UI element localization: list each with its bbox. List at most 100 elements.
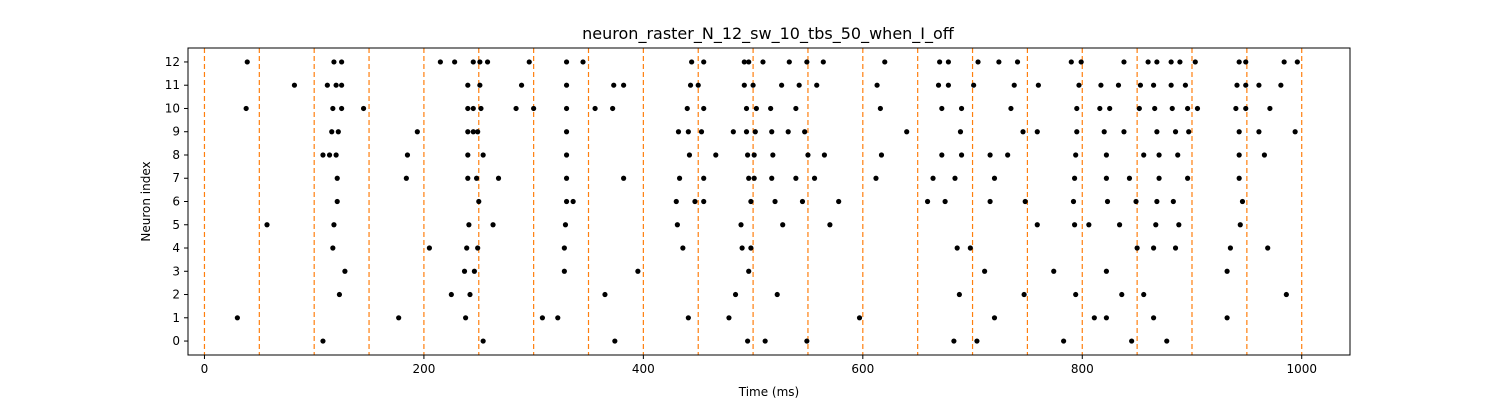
spike-point xyxy=(1156,175,1162,181)
x-axis-title: Time (ms) xyxy=(738,385,800,399)
spike-point xyxy=(689,59,695,65)
spike-point xyxy=(342,268,348,274)
spike-point xyxy=(477,59,483,65)
spike-point xyxy=(1256,129,1262,135)
spike-point xyxy=(1071,175,1078,181)
spike-point xyxy=(748,245,754,251)
spike-point xyxy=(473,175,480,181)
y-tick-label: 4 xyxy=(172,241,180,255)
spike-point xyxy=(1177,59,1183,65)
spike-point xyxy=(836,198,842,205)
spike-point xyxy=(769,175,775,181)
spike-point xyxy=(774,291,780,298)
spike-point xyxy=(1237,222,1243,228)
y-tick-label: 8 xyxy=(172,148,180,162)
spike-point xyxy=(760,59,766,65)
spike-point xyxy=(465,82,471,88)
spike-point xyxy=(939,152,945,158)
spike-point xyxy=(490,222,496,228)
spike-point xyxy=(334,175,340,181)
spike-point xyxy=(746,59,752,65)
spike-point xyxy=(1074,129,1080,135)
spike-point xyxy=(1078,59,1084,65)
spike-point xyxy=(470,105,476,112)
spike-point xyxy=(1168,82,1174,88)
spike-point xyxy=(971,82,977,88)
spike-point xyxy=(1034,129,1040,135)
spike-point xyxy=(768,105,774,112)
spike-point xyxy=(329,129,335,135)
spike-point xyxy=(1185,105,1191,112)
spike-point xyxy=(470,129,476,135)
y-tick-label: 1 xyxy=(172,311,180,325)
spike-point xyxy=(1103,268,1110,274)
spike-point xyxy=(466,222,472,228)
spike-point xyxy=(621,175,627,181)
x-tick-label: 800 xyxy=(1071,362,1094,376)
spike-point xyxy=(939,105,945,112)
spike-point xyxy=(570,198,576,205)
spike-point xyxy=(461,268,468,274)
spike-point xyxy=(1175,152,1181,158)
spike-point xyxy=(770,152,776,158)
spike-point xyxy=(698,129,705,135)
spike-point xyxy=(1192,59,1198,65)
spike-point xyxy=(1278,82,1284,88)
spike-point xyxy=(827,222,833,228)
spike-point xyxy=(874,82,880,88)
spike-point xyxy=(877,105,883,112)
y-tick-label: 3 xyxy=(172,264,180,278)
spike-point xyxy=(404,152,411,158)
spike-point xyxy=(1176,222,1182,228)
spike-point xyxy=(680,245,686,251)
spike-point xyxy=(333,82,339,88)
spike-point xyxy=(1073,291,1079,298)
spike-point xyxy=(692,198,698,205)
spike-point xyxy=(687,82,694,88)
spike-point xyxy=(796,82,802,88)
spike-point xyxy=(882,59,888,65)
spike-point xyxy=(1074,105,1080,112)
spike-point xyxy=(610,105,616,112)
spike-point xyxy=(732,291,739,298)
spike-point xyxy=(471,268,477,274)
spike-point xyxy=(531,105,537,112)
spike-point xyxy=(513,105,519,112)
spike-point xyxy=(982,268,988,274)
spike-point xyxy=(814,82,820,88)
spike-point xyxy=(1014,59,1021,65)
spike-point xyxy=(793,105,799,112)
spike-point xyxy=(243,105,249,112)
spike-point xyxy=(952,175,958,181)
y-tick-label: 10 xyxy=(165,101,180,115)
spike-point xyxy=(1194,105,1201,112)
spike-point xyxy=(1236,175,1242,181)
spike-point xyxy=(935,82,942,88)
spike-point xyxy=(1097,105,1103,112)
spike-point xyxy=(780,222,786,228)
spike-point xyxy=(987,152,993,158)
spike-point xyxy=(684,105,690,112)
spike-point xyxy=(1021,291,1027,298)
spike-point xyxy=(1022,198,1028,205)
spike-point xyxy=(452,59,458,65)
spike-point xyxy=(330,105,336,112)
spike-point xyxy=(1107,105,1113,112)
spike-point xyxy=(1239,198,1246,205)
spike-point xyxy=(563,152,570,158)
spike-point xyxy=(1233,105,1239,112)
spike-point xyxy=(743,129,750,135)
spike-point xyxy=(726,315,732,321)
spike-point xyxy=(1008,105,1014,112)
spike-point xyxy=(1141,291,1147,298)
y-tick-label: 7 xyxy=(172,171,180,185)
spike-point xyxy=(480,338,486,344)
spike-point xyxy=(785,129,791,135)
spike-point xyxy=(1121,129,1127,135)
spike-point xyxy=(951,338,957,344)
spike-point xyxy=(799,198,806,205)
spike-point xyxy=(480,152,486,158)
spike-point xyxy=(563,175,570,181)
spike-point xyxy=(1136,105,1142,112)
